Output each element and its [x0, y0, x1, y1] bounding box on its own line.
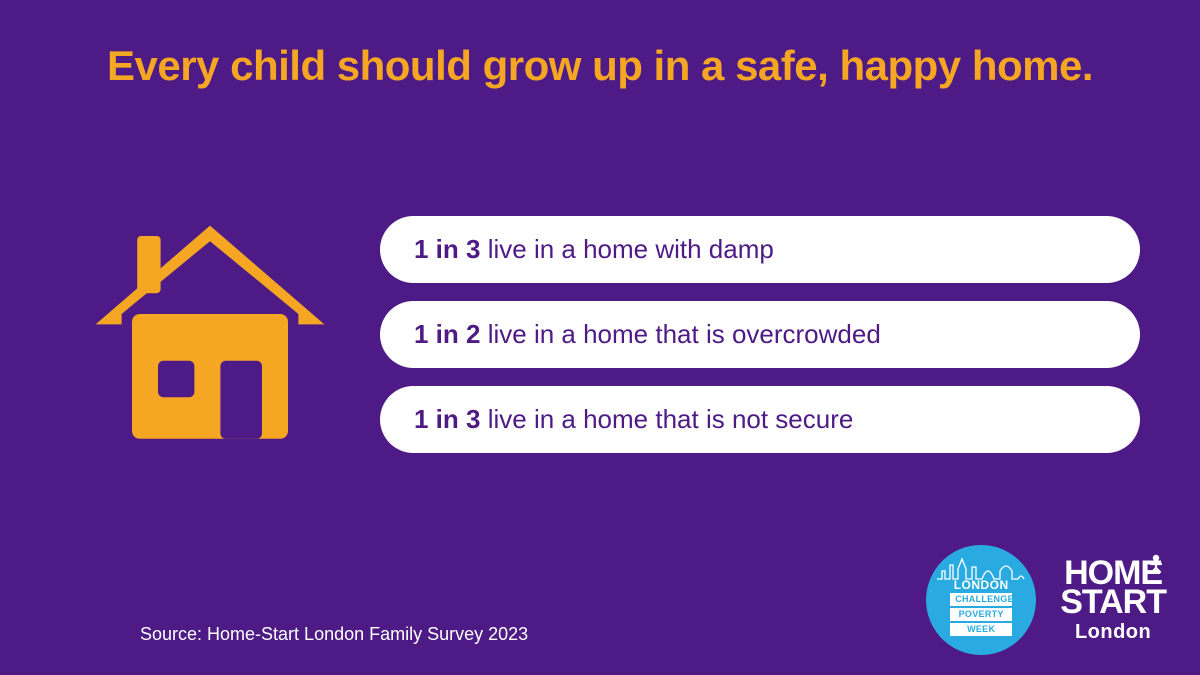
stat-rest: live in a home that is not secure [480, 404, 853, 434]
stat-rest: live in a home with damp [480, 234, 773, 264]
lcpw-box-1: CHALLENGE [950, 593, 1012, 606]
homestart-logo: HOME START London [1060, 559, 1166, 642]
stat-pill: 1 in 3 live in a home that is not secure [380, 386, 1140, 453]
stat-pill-list: 1 in 3 live in a home with damp 1 in 2 l… [380, 216, 1140, 453]
stat-bold: 1 in 3 [414, 404, 480, 434]
lcpw-box-2: POVERTY [950, 608, 1012, 621]
stat-pill: 1 in 2 live in a home that is overcrowde… [380, 301, 1140, 368]
lcpw-box-3: WEEK [950, 623, 1012, 636]
hs-line-2: START [1060, 588, 1166, 617]
headline-text: Every child should grow up in a safe, ha… [0, 42, 1200, 90]
content-row: 1 in 3 live in a home with damp 1 in 2 l… [80, 210, 1140, 470]
stat-bold: 1 in 2 [414, 319, 480, 349]
skyline-icon [936, 557, 1026, 581]
logo-row: LONDON CHALLENGE POVERTY WEEK HOME START… [926, 545, 1166, 655]
stat-rest: live in a home that is overcrowded [480, 319, 880, 349]
stat-pill: 1 in 3 live in a home with damp [380, 216, 1140, 283]
house-icon [80, 210, 340, 470]
infographic-canvas: Every child should grow up in a safe, ha… [0, 0, 1200, 675]
person-icon [1146, 553, 1166, 573]
stat-bold: 1 in 3 [414, 234, 480, 264]
hs-sub: London [1075, 624, 1151, 641]
lcpw-badge-icon: LONDON CHALLENGE POVERTY WEEK [926, 545, 1036, 655]
source-text: Source: Home-Start London Family Survey … [140, 624, 528, 645]
